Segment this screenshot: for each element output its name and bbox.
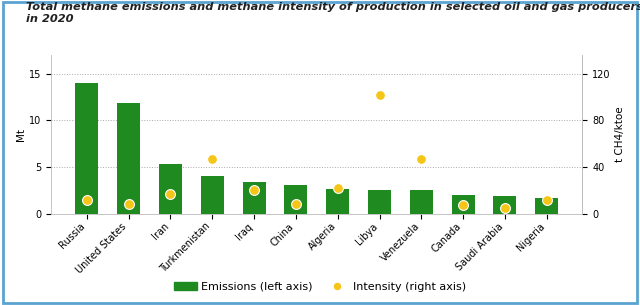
Bar xyxy=(243,182,266,214)
Bar xyxy=(493,196,516,214)
Bar xyxy=(535,198,558,214)
Point xyxy=(458,203,468,208)
Text: in 2020: in 2020 xyxy=(26,14,73,24)
Bar xyxy=(284,185,307,214)
Y-axis label: Mt: Mt xyxy=(17,128,26,141)
Point xyxy=(416,156,426,161)
Bar xyxy=(410,190,433,213)
Y-axis label: t CH4/ktoe: t CH4/ktoe xyxy=(615,106,625,162)
Bar xyxy=(76,83,99,214)
Bar xyxy=(452,195,475,214)
Point xyxy=(82,197,92,202)
Point xyxy=(291,202,301,206)
Point xyxy=(249,188,259,193)
Point xyxy=(374,92,385,97)
Point xyxy=(541,197,552,202)
Point xyxy=(165,191,175,196)
Point xyxy=(124,202,134,206)
Point xyxy=(207,156,218,161)
Bar xyxy=(368,190,391,213)
Bar xyxy=(117,103,140,214)
Legend: Emissions (left axis), Intensity (right axis): Emissions (left axis), Intensity (right … xyxy=(170,278,470,296)
Bar xyxy=(159,164,182,213)
Bar xyxy=(326,189,349,213)
Point xyxy=(500,205,510,210)
Point xyxy=(333,185,343,190)
Bar xyxy=(201,176,224,214)
Text: Total methane emissions and methane intensity of production in selected oil and : Total methane emissions and methane inte… xyxy=(26,2,640,12)
